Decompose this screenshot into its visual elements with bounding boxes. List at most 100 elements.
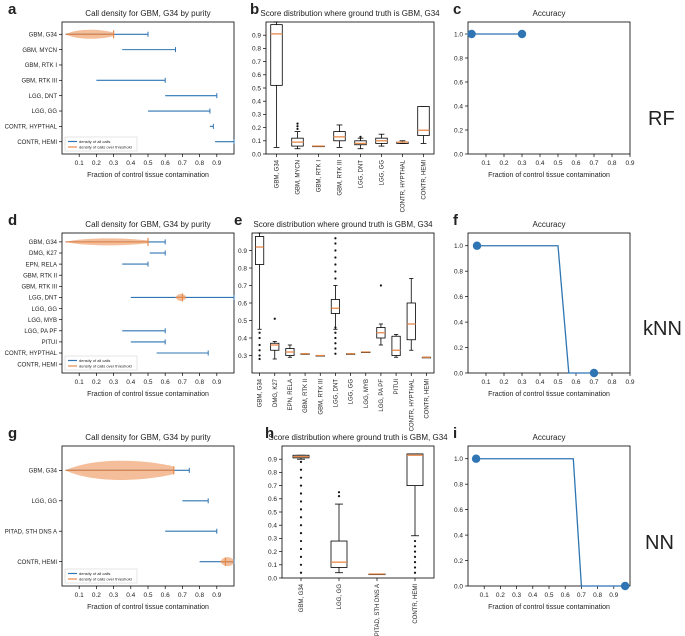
y-tick-label-e-3: 0.6	[238, 300, 247, 307]
y-tick-label-c-1: 0.2	[454, 127, 463, 134]
flier-b-1-1	[296, 125, 299, 128]
accuracy-point-f-1	[589, 368, 599, 378]
y-tick-label-i-4: 0.8	[454, 481, 463, 488]
x-tick-label-f-2: 0.3	[517, 379, 526, 386]
chart-g: Call density for GBM, G34 by purity g GBM,…	[5, 425, 235, 611]
x-tick-label-f-1: 0.2	[499, 379, 508, 386]
category-label-b-7: CONTR, HEMI	[422, 160, 428, 200]
category-label-g-0: GBM, G34	[29, 469, 58, 475]
x-tick-label-g-8: 0.9	[212, 592, 221, 599]
panel-letter-c: c	[453, 1, 461, 18]
box-h-1	[330, 540, 348, 568]
x-tick-label-c-0: 0.1	[481, 160, 490, 167]
flier-e-8-0	[379, 284, 383, 287]
flier-h-0-11	[299, 484, 303, 487]
category-label-e-7: LGG, MYB	[364, 379, 370, 408]
x-tick-label-i-1: 0.2	[496, 592, 505, 599]
y-tick-label-c-3: 0.6	[454, 79, 463, 86]
flier-e-5-0	[334, 352, 337, 355]
x-tick-label-a-4: 0.5	[143, 160, 152, 167]
x-axis-label-f: Fraction of control tissue contamination	[488, 391, 610, 398]
legend-label-all-d: density of all calls	[79, 358, 110, 363]
x-tick-label-i-5: 0.6	[561, 592, 570, 599]
flier-e-0-1	[258, 354, 261, 357]
panel-letter-b: b	[250, 1, 259, 18]
x-tick-label-c-7: 0.8	[607, 160, 616, 167]
x-tick-label-d-1: 0.2	[92, 379, 101, 386]
accuracy-point-i-1	[620, 581, 630, 591]
y-tick-label-h-5: 0.5	[268, 509, 277, 516]
x-tick-label-c-1: 0.2	[499, 160, 508, 167]
flier-e-5-9	[334, 256, 337, 259]
category-label-h-1: LGG, GG	[337, 584, 343, 610]
chart-title-g: Call density for GBM, G34 by purity	[85, 433, 210, 442]
x-tick-label-g-5: 0.6	[161, 592, 170, 599]
flier-e-5-5	[334, 326, 337, 329]
flier-h-0-5	[299, 532, 303, 535]
flier-e-5-6	[334, 277, 337, 280]
flier-e-5-2	[334, 342, 337, 345]
category-label-b-2: GBM, RTK I	[317, 160, 323, 193]
category-label-d-0: GBM, G34	[29, 240, 58, 246]
x-tick-label-f-6: 0.7	[589, 379, 598, 386]
box-b-0	[270, 24, 283, 86]
accuracy-point-f-0	[472, 241, 482, 250]
flier-b-4-0	[359, 135, 362, 138]
legend-box-a	[64, 136, 138, 152]
x-tick-label-a-5: 0.6	[161, 160, 170, 167]
flier-h-1-0	[337, 495, 341, 498]
accuracy-point-c-1	[517, 29, 527, 39]
category-label-d-11: CONTR, HEMI	[17, 362, 57, 368]
flier-h-3-6	[413, 539, 417, 543]
y-tick-label-b-6: 0.6	[252, 72, 261, 79]
y-tick-label-h-4: 0.4	[268, 523, 277, 530]
panel-letter-g: g	[8, 425, 17, 442]
y-tick-label-f-3: 0.6	[454, 294, 463, 301]
x-tick-label-i-3: 0.4	[528, 592, 537, 599]
x-tick-label-a-6: 0.7	[178, 160, 187, 167]
flier-b-1-0	[296, 127, 299, 131]
x-tick-label-c-2: 0.3	[517, 160, 526, 167]
flier-e-0-3	[258, 343, 261, 347]
category-label-a-1: GBM, MYCN	[22, 48, 57, 54]
category-label-e-3: GBM, RTK II	[303, 379, 309, 413]
flier-h-0-7	[299, 516, 303, 519]
x-tick-label-f-8: 0.9	[625, 379, 634, 386]
category-label-a-3: GBM, RTK III	[21, 79, 57, 85]
x-tick-label-c-3: 0.4	[535, 160, 544, 167]
chart-title-c: Accuracy	[533, 9, 566, 18]
chart-title-a: Call density for GBM, G34 by purity	[85, 9, 210, 18]
flier-e-0-5	[258, 331, 261, 334]
category-label-g-2: PITAD, STH DNS A	[5, 529, 57, 535]
method-label-nn: NN	[645, 532, 674, 554]
y-tick-label-i-3: 0.6	[454, 507, 463, 514]
category-label-b-5: LGG, GG	[380, 160, 386, 186]
accuracy-point-c-0	[467, 29, 476, 39]
flier-h-3-2	[413, 561, 417, 564]
x-axis-label-g: Fraction of control tissue contamination	[87, 604, 209, 611]
category-label-e-9: PITUI	[394, 379, 400, 395]
flier-e-5-12	[334, 237, 337, 240]
category-label-e-5: LGG, DNT	[333, 379, 339, 408]
flier-h-0-14	[299, 460, 303, 463]
y-tick-label-b-7: 0.7	[252, 59, 261, 66]
panel-letter-f: f	[453, 212, 459, 229]
x-tick-label-g-3: 0.4	[126, 592, 135, 599]
x-tick-label-f-3: 0.4	[535, 379, 544, 386]
y-tick-label-c-0: 0.0	[454, 151, 463, 158]
flier-e-0-4	[258, 336, 261, 340]
method-label-knn: kNN	[643, 318, 682, 340]
flier-h-3-4	[413, 550, 417, 553]
category-label-a-5: LGG, GG	[32, 109, 58, 115]
accuracy-point-i-0	[471, 454, 481, 463]
category-label-e-4: GBM, RTK III	[318, 379, 324, 415]
box-e-5	[330, 299, 340, 314]
category-label-d-9: PITUI	[42, 340, 58, 346]
flier-e-5-1	[334, 347, 337, 350]
y-tick-label-e-0: 0.3	[238, 353, 247, 360]
flier-h-0-3	[299, 547, 303, 551]
flier-h-0-0	[299, 571, 303, 574]
x-tick-label-i-6: 0.7	[577, 592, 586, 599]
x-tick-label-i-2: 0.3	[512, 592, 521, 599]
y-tick-label-b-3: 0.3	[252, 112, 261, 119]
